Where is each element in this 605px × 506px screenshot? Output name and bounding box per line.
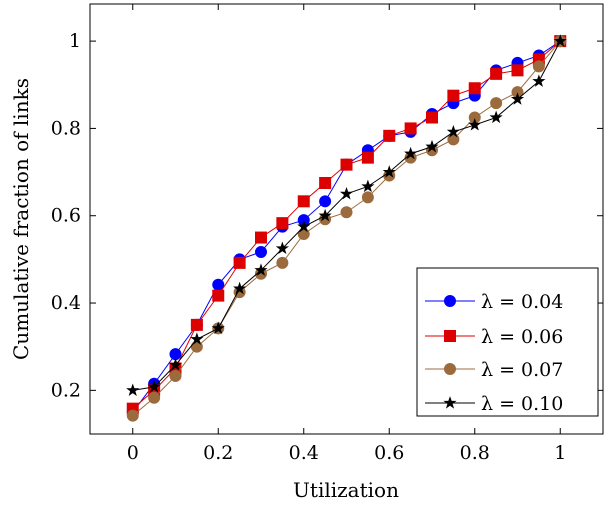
data-point	[404, 122, 417, 135]
data-point	[275, 241, 289, 255]
data-point	[148, 391, 161, 404]
data-point	[553, 34, 567, 47]
data-point	[340, 158, 353, 171]
data-point	[404, 146, 418, 160]
data-point	[444, 295, 456, 307]
data-point	[382, 165, 396, 178]
data-point	[532, 74, 546, 87]
axis-ticks: 0 0.2 0.4 0.6 0.8 1 0.2 0.4 0.6 0.8 1	[51, 4, 603, 464]
data-point	[443, 396, 457, 409]
data-point	[468, 118, 482, 131]
data-point	[190, 332, 204, 345]
x-tick-label: 0.4	[289, 442, 319, 464]
data-point	[361, 179, 375, 193]
data-point	[510, 92, 525, 105]
data-point	[190, 318, 203, 331]
y-tick-label: 0.6	[51, 205, 81, 227]
data-point	[190, 340, 203, 353]
data-point	[297, 195, 310, 208]
data-point	[276, 256, 289, 269]
legend-label: λ = 0.07	[481, 359, 563, 381]
x-axis-label: Utilization	[293, 478, 399, 502]
data-point	[211, 321, 225, 334]
legend: λ = 0.04 λ = 0.06 λ = 0.07 λ = 0.10	[416, 267, 599, 417]
data-point	[490, 67, 503, 80]
data-point	[383, 129, 396, 142]
data-point	[447, 133, 460, 146]
x-tick-label: 0	[127, 442, 139, 464]
data-point	[489, 110, 503, 124]
y-tick-label: 0.2	[51, 379, 81, 401]
data-point	[340, 206, 353, 219]
data-point	[276, 217, 289, 230]
data-point	[425, 139, 439, 153]
y-tick-label: 1	[69, 30, 81, 52]
data-point	[169, 369, 182, 382]
data-point	[255, 245, 267, 258]
data-point	[444, 363, 456, 375]
y-tick-label: 0.4	[51, 292, 81, 314]
data-point	[361, 151, 374, 164]
plot-frame	[89, 3, 604, 435]
data-point	[212, 289, 225, 302]
data-point	[147, 379, 161, 393]
legend-label: λ = 0.06	[481, 326, 563, 348]
data-point	[212, 278, 225, 291]
data-point	[490, 97, 503, 110]
data-point	[532, 60, 545, 73]
series-group	[126, 35, 567, 415]
y-axis-label: Cumulative fraction of links	[9, 78, 33, 360]
data-point	[511, 64, 524, 77]
data-point	[126, 383, 140, 396]
x-tick-label: 1	[554, 442, 566, 464]
data-point	[168, 358, 183, 371]
data-point	[169, 348, 182, 361]
series-group	[126, 34, 567, 396]
x-tick-label: 0.6	[374, 442, 404, 464]
x-tick-label: 0.8	[460, 442, 490, 464]
data-point	[447, 89, 460, 102]
series-layer	[126, 34, 567, 422]
data-point	[233, 281, 247, 295]
data-point	[468, 82, 481, 95]
data-point	[339, 186, 354, 200]
data-point	[446, 124, 460, 138]
data-point	[361, 191, 374, 204]
data-point	[426, 111, 438, 124]
data-point	[319, 195, 332, 208]
legend-label: λ = 0.10	[481, 393, 563, 415]
x-tick-label: 0.2	[203, 442, 233, 464]
data-point	[444, 330, 456, 342]
data-point	[126, 409, 139, 422]
data-point	[255, 231, 267, 244]
data-point	[318, 208, 332, 222]
y-tick-label: 0.8	[51, 117, 81, 139]
data-point	[319, 176, 332, 189]
legend-label: λ = 0.04	[481, 291, 563, 313]
data-point	[297, 219, 311, 233]
data-point	[254, 263, 268, 276]
data-point	[233, 256, 246, 269]
